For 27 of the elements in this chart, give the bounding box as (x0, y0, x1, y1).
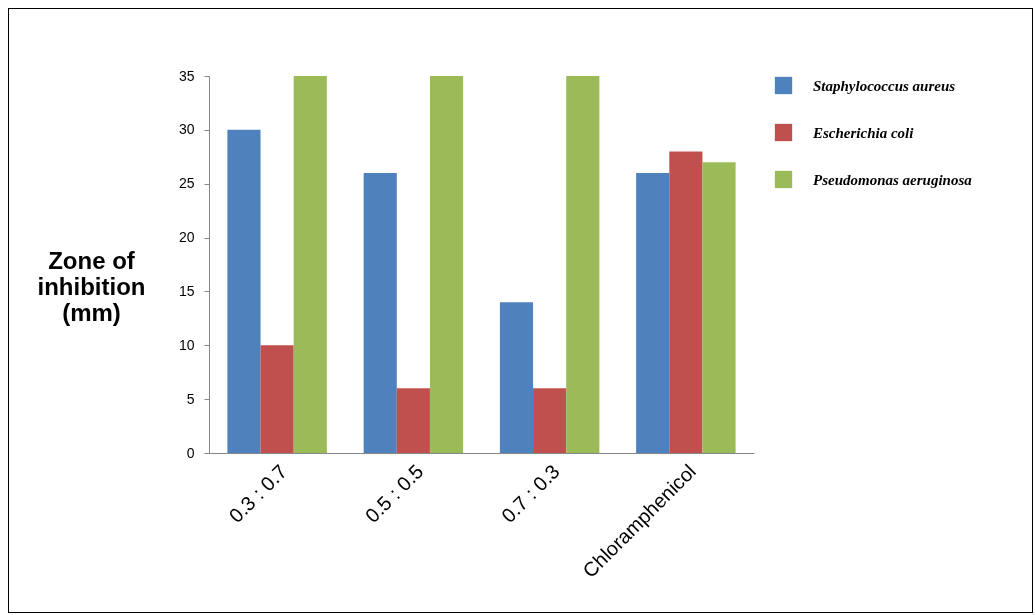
y-tick-label: 0 (186, 444, 195, 461)
bar (429, 76, 464, 453)
legend-label: Escherichia coli (812, 124, 915, 141)
y-tick-label: 20 (178, 229, 195, 246)
y-tick-label: 10 (178, 336, 195, 353)
bar (293, 76, 327, 453)
y-tick-label: 15 (178, 282, 195, 299)
x-tick-label: 0.7 : 0.3 (497, 460, 564, 527)
bar (669, 151, 703, 453)
bar (499, 302, 534, 453)
y-tick-label: 35 (178, 67, 195, 84)
bar (260, 345, 294, 453)
bar (363, 172, 397, 453)
legend-label: Staphylococcus aureus (813, 77, 956, 94)
x-tick-label: 0.5 : 0.5 (360, 460, 428, 527)
bar (396, 388, 430, 453)
bar (533, 388, 567, 453)
bar (227, 129, 261, 453)
bar (702, 162, 736, 453)
legend-label: Pseudomonas aeruginosa (813, 171, 973, 188)
bar (566, 76, 600, 453)
y-axis-title: Zone of inhibition (mm) (37, 246, 146, 326)
y-tick-label: 25 (178, 175, 195, 192)
y-tick-label: 5 (186, 390, 195, 407)
bar (636, 172, 670, 453)
x-tick-label: 0.3 : 0.7 (224, 460, 292, 527)
y-tick-label: 30 (178, 121, 195, 138)
